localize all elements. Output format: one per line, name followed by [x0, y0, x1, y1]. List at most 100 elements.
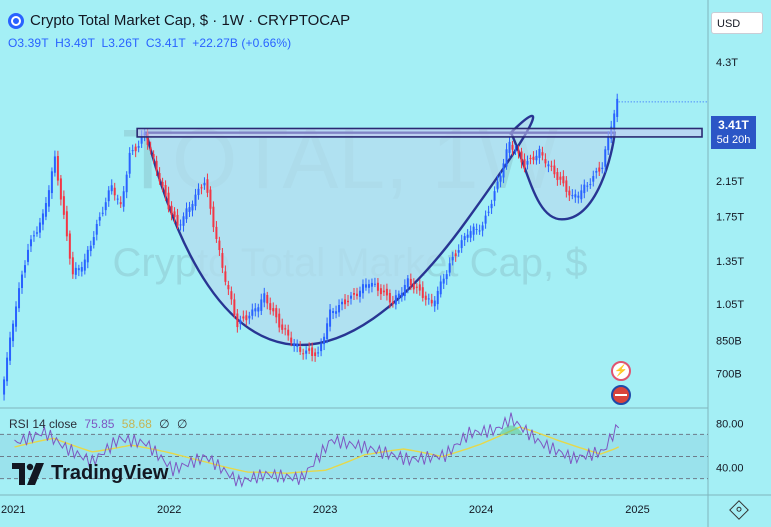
rsi-tick-label: 80.00 [716, 418, 744, 430]
candle-body [263, 293, 266, 303]
price-tick-label: 850B [716, 335, 742, 347]
candle-body [200, 187, 203, 189]
candle-body [131, 150, 134, 152]
candle-body [134, 146, 137, 152]
candle-body [38, 222, 41, 233]
candle-body [502, 163, 505, 178]
symbol-header[interactable]: Crypto Total Market Cap, $ · 1W · CRYPTO… [8, 12, 350, 29]
flag-icon[interactable] [611, 385, 631, 405]
candle-body [547, 164, 550, 167]
flash-icon[interactable]: ⚡ [611, 361, 631, 381]
candle-body [394, 295, 397, 305]
candle-body [101, 212, 104, 214]
candle-body [571, 195, 574, 197]
currency-button[interactable]: USD [711, 12, 763, 34]
candle-body [80, 267, 83, 272]
candle-body [361, 284, 364, 294]
candle-body [403, 284, 406, 297]
time-tick-label: 2024 [469, 504, 493, 516]
price-tick-label: 4.3T [716, 57, 738, 69]
candle-body [529, 157, 532, 159]
candle-body [62, 196, 65, 215]
candle-body [311, 347, 314, 356]
candle-body [490, 203, 493, 209]
candle-body [293, 343, 296, 346]
candle-body [532, 156, 535, 160]
candle-body [125, 174, 128, 193]
candle-body [415, 286, 418, 288]
tradingview-logo[interactable]: TradingView [12, 462, 168, 485]
candle-body [550, 165, 553, 167]
candle-body [514, 150, 517, 152]
candle-body [484, 215, 487, 224]
candle-body [182, 216, 185, 226]
candle-body [364, 284, 367, 288]
candle-body [245, 315, 248, 321]
candle-body [376, 282, 379, 291]
candle-body [188, 207, 191, 212]
candle-body [41, 213, 44, 225]
rsi-line [14, 412, 620, 488]
candle-body [29, 239, 32, 247]
candle-body [314, 352, 317, 357]
candle-body [526, 160, 529, 165]
candle-body [424, 295, 427, 300]
candle-body [21, 274, 24, 289]
candle-body [146, 133, 149, 145]
candle-body [442, 278, 445, 284]
candle-body [179, 224, 182, 226]
candle-body [433, 300, 436, 307]
candle-body [149, 147, 152, 151]
candle-body [385, 288, 388, 296]
candle-body [439, 281, 442, 295]
candle-body [269, 303, 272, 311]
candle-body [520, 151, 523, 163]
candle-body [496, 181, 499, 190]
candle-body [236, 313, 239, 328]
candle-body [221, 253, 224, 268]
candle-body [317, 352, 320, 354]
candle-body [338, 304, 341, 313]
ohlc-close: C3.41T [145, 36, 186, 50]
candle-body [89, 245, 92, 252]
candle-body [233, 299, 236, 316]
candle-body [260, 299, 263, 311]
crypto-logo-icon [8, 12, 24, 29]
candles-group [3, 93, 619, 401]
cup-and-handle-pattern [144, 114, 617, 346]
ohlc-legend: O3.39T H3.49T L3.26T C3.41T +22.27B (+0.… [8, 36, 294, 50]
candle-body [344, 299, 347, 305]
candle-body [12, 323, 15, 342]
ohlc-open: O3.39T [8, 36, 49, 50]
candle-body [44, 203, 47, 217]
candle-body [421, 287, 424, 298]
rsi-overbought-fill [499, 425, 523, 435]
candle-body [607, 136, 610, 151]
candle-body [83, 259, 86, 271]
candle-body [508, 141, 511, 153]
candle-body [173, 211, 176, 218]
rsi-legend[interactable]: RSI 14 close 75.85 58.68 ∅ ∅ [9, 417, 187, 431]
candle-body [116, 198, 119, 200]
candle-body [347, 300, 350, 303]
candle-body [290, 337, 293, 343]
candle-body [107, 190, 110, 202]
candle-body [272, 308, 275, 312]
candle-body [266, 294, 269, 304]
candle-body [305, 350, 308, 354]
candle-body [104, 202, 107, 211]
candle-body [68, 233, 71, 259]
candle-body [544, 159, 547, 164]
candle-body [586, 185, 589, 187]
rsi-extra-2: ∅ [176, 417, 188, 431]
candle-body [137, 146, 140, 148]
candle-body [230, 291, 233, 300]
candle-body [535, 155, 538, 161]
candle-body [463, 236, 466, 240]
candle-body [215, 226, 218, 239]
candle-body [391, 301, 394, 304]
candle-body [445, 274, 448, 280]
bar-countdown: 5d 20h [716, 134, 751, 146]
candle-body [329, 309, 332, 327]
